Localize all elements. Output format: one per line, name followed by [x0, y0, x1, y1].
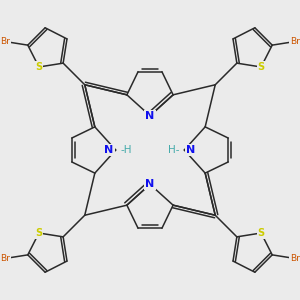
Text: S: S [35, 228, 43, 238]
Text: N: N [186, 145, 196, 155]
Text: Br: Br [0, 254, 10, 263]
Text: S: S [257, 228, 265, 238]
Text: Br: Br [290, 254, 300, 263]
Text: S: S [35, 62, 43, 72]
Text: N: N [146, 179, 154, 189]
Text: -H: -H [120, 145, 132, 155]
Text: Br: Br [290, 37, 300, 46]
Text: N: N [146, 111, 154, 121]
Text: S: S [257, 62, 265, 72]
Text: N: N [104, 145, 114, 155]
Text: H-: H- [168, 145, 180, 155]
Text: Br: Br [0, 37, 10, 46]
